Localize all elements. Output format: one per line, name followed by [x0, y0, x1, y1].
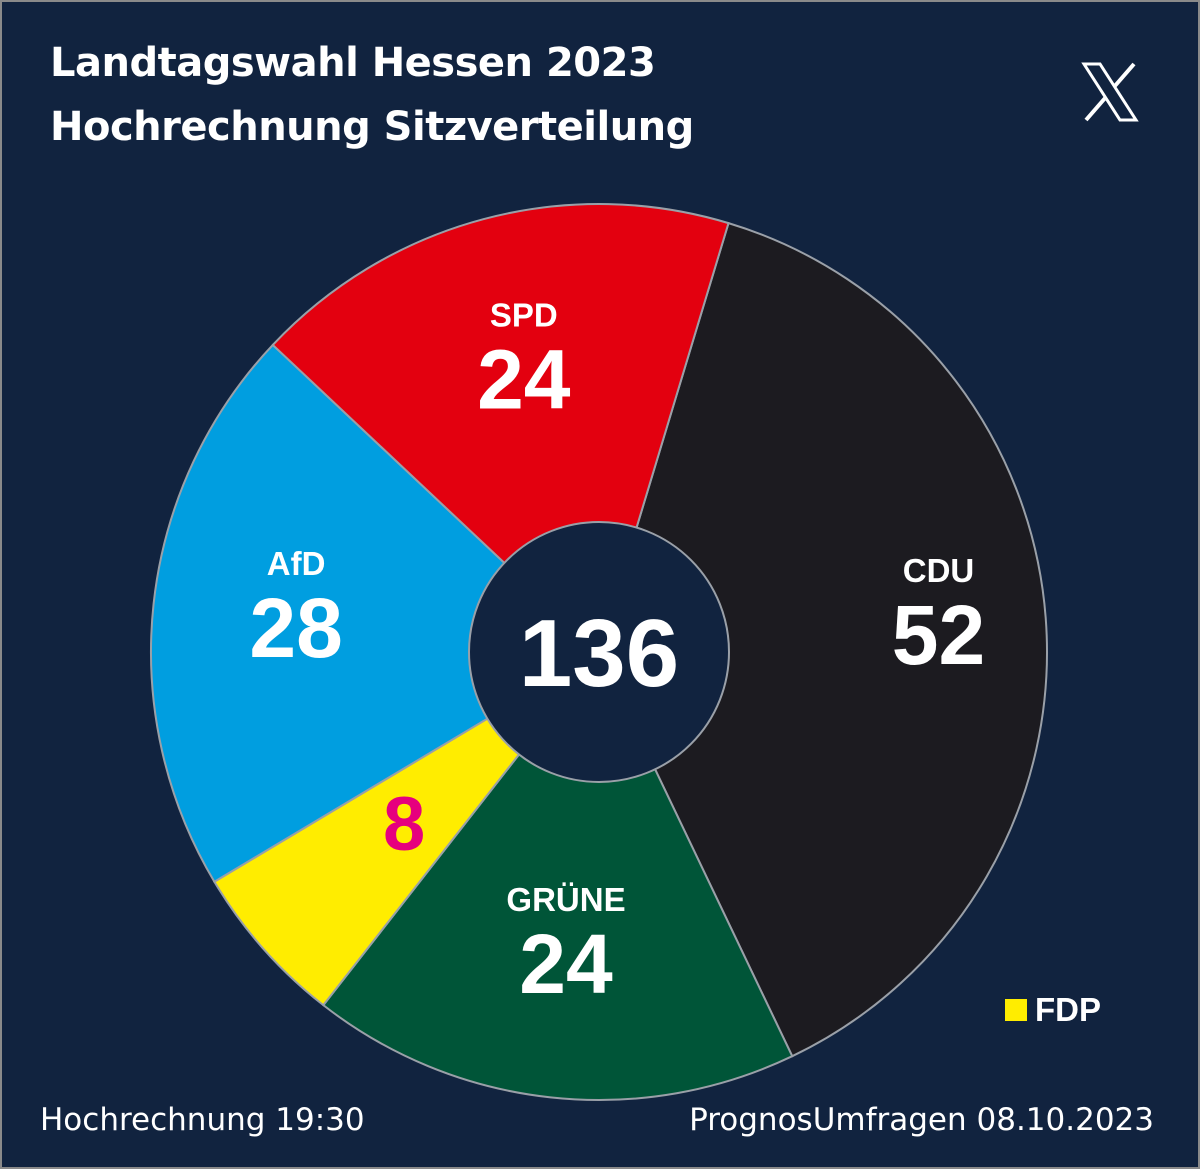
chart-title: Landtagswahl Hessen 2023 [50, 40, 656, 86]
slice-value-cdu: 52 [892, 588, 985, 682]
slice-grüne [321, 650, 794, 1101]
slice-label-afd: AfD [267, 545, 326, 582]
legend-swatch-fdp [1005, 999, 1027, 1021]
slice-value-grüne: 24 [519, 917, 613, 1011]
slice-value-spd: 24 [477, 333, 571, 427]
footer-left: Hochrechnung 19:30 [40, 1102, 365, 1138]
chart-subtitle: Hochrechnung Sitzverteilung [50, 104, 694, 150]
total-seats-label: 136 [519, 600, 679, 707]
legend: FDP [1005, 991, 1101, 1028]
legend-label-fdp: FDP [1035, 991, 1101, 1028]
slice-cdu [597, 221, 1049, 1058]
x-logo-icon[interactable] [1078, 60, 1142, 124]
slice-label-cdu: CDU [903, 552, 975, 589]
slice-value-afd: 28 [249, 581, 342, 675]
slice-label-grüne: GRÜNE [506, 881, 625, 918]
slice-afd [150, 343, 601, 884]
footer-right: PrognosUmfragen 08.10.2023 [689, 1102, 1154, 1138]
slice-value-fdp: 8 [383, 782, 425, 867]
center-hole [468, 521, 730, 783]
slice-label-spd: SPD [490, 297, 558, 334]
